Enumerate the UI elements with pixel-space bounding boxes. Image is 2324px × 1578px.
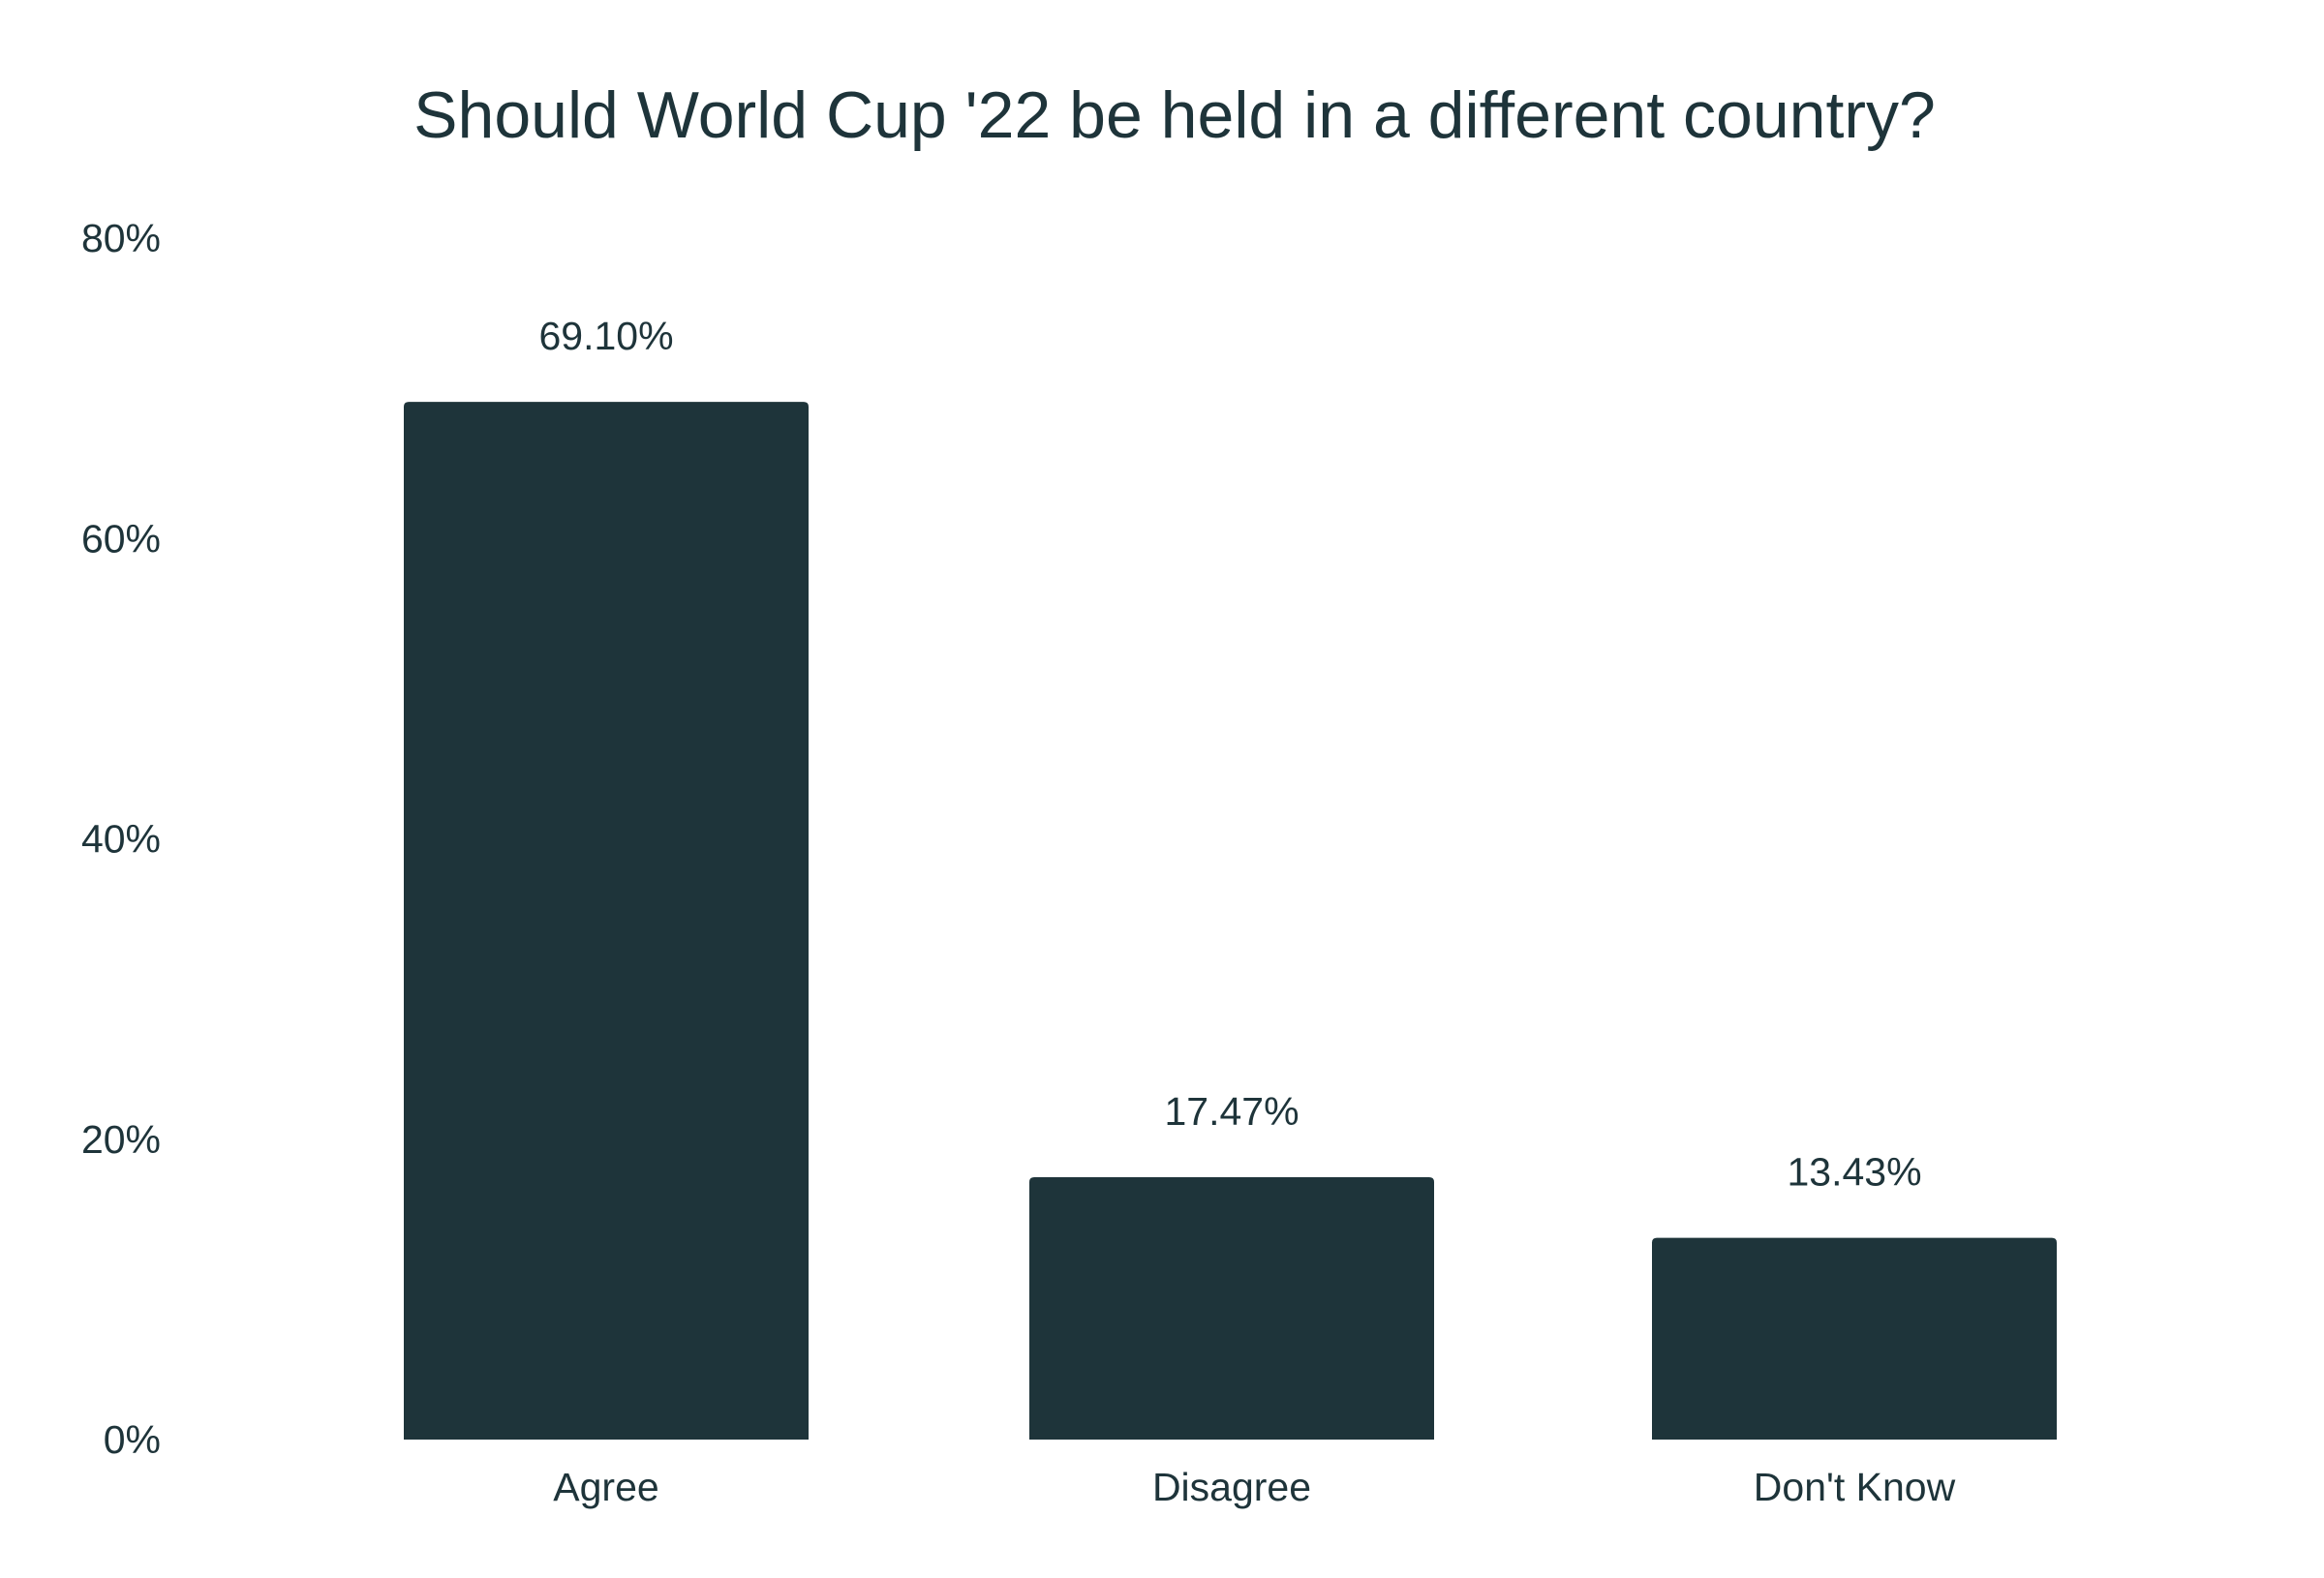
y-tick-label: 20% [81, 1117, 161, 1162]
y-tick-label: 80% [81, 216, 161, 260]
bars-group [404, 402, 2057, 1441]
value-labels-group: 69.10% 17.47% 13.43% [538, 314, 1921, 1195]
bar [404, 402, 809, 1441]
y-tick-label: 40% [81, 817, 161, 862]
bar-value-label: 13.43% [1787, 1150, 1921, 1195]
x-tick-label: Agree [553, 1465, 658, 1509]
bar [1029, 1176, 1434, 1440]
bar-value-label: 17.47% [1164, 1089, 1299, 1134]
x-tick-label: Disagree [1152, 1465, 1311, 1509]
chart-title: Should World Cup '22 be held in a differ… [413, 78, 1936, 152]
y-tick-label: 60% [81, 516, 161, 561]
bar-value-label: 69.10% [538, 314, 673, 358]
x-axis: Agree Disagree Don't Know [553, 1465, 1955, 1509]
x-tick-label: Don't Know [1754, 1465, 1956, 1509]
bar [1652, 1237, 2057, 1440]
y-tick-label: 0% [104, 1417, 161, 1462]
y-axis: 0% 20% 40% 60% 80% [81, 216, 161, 1462]
